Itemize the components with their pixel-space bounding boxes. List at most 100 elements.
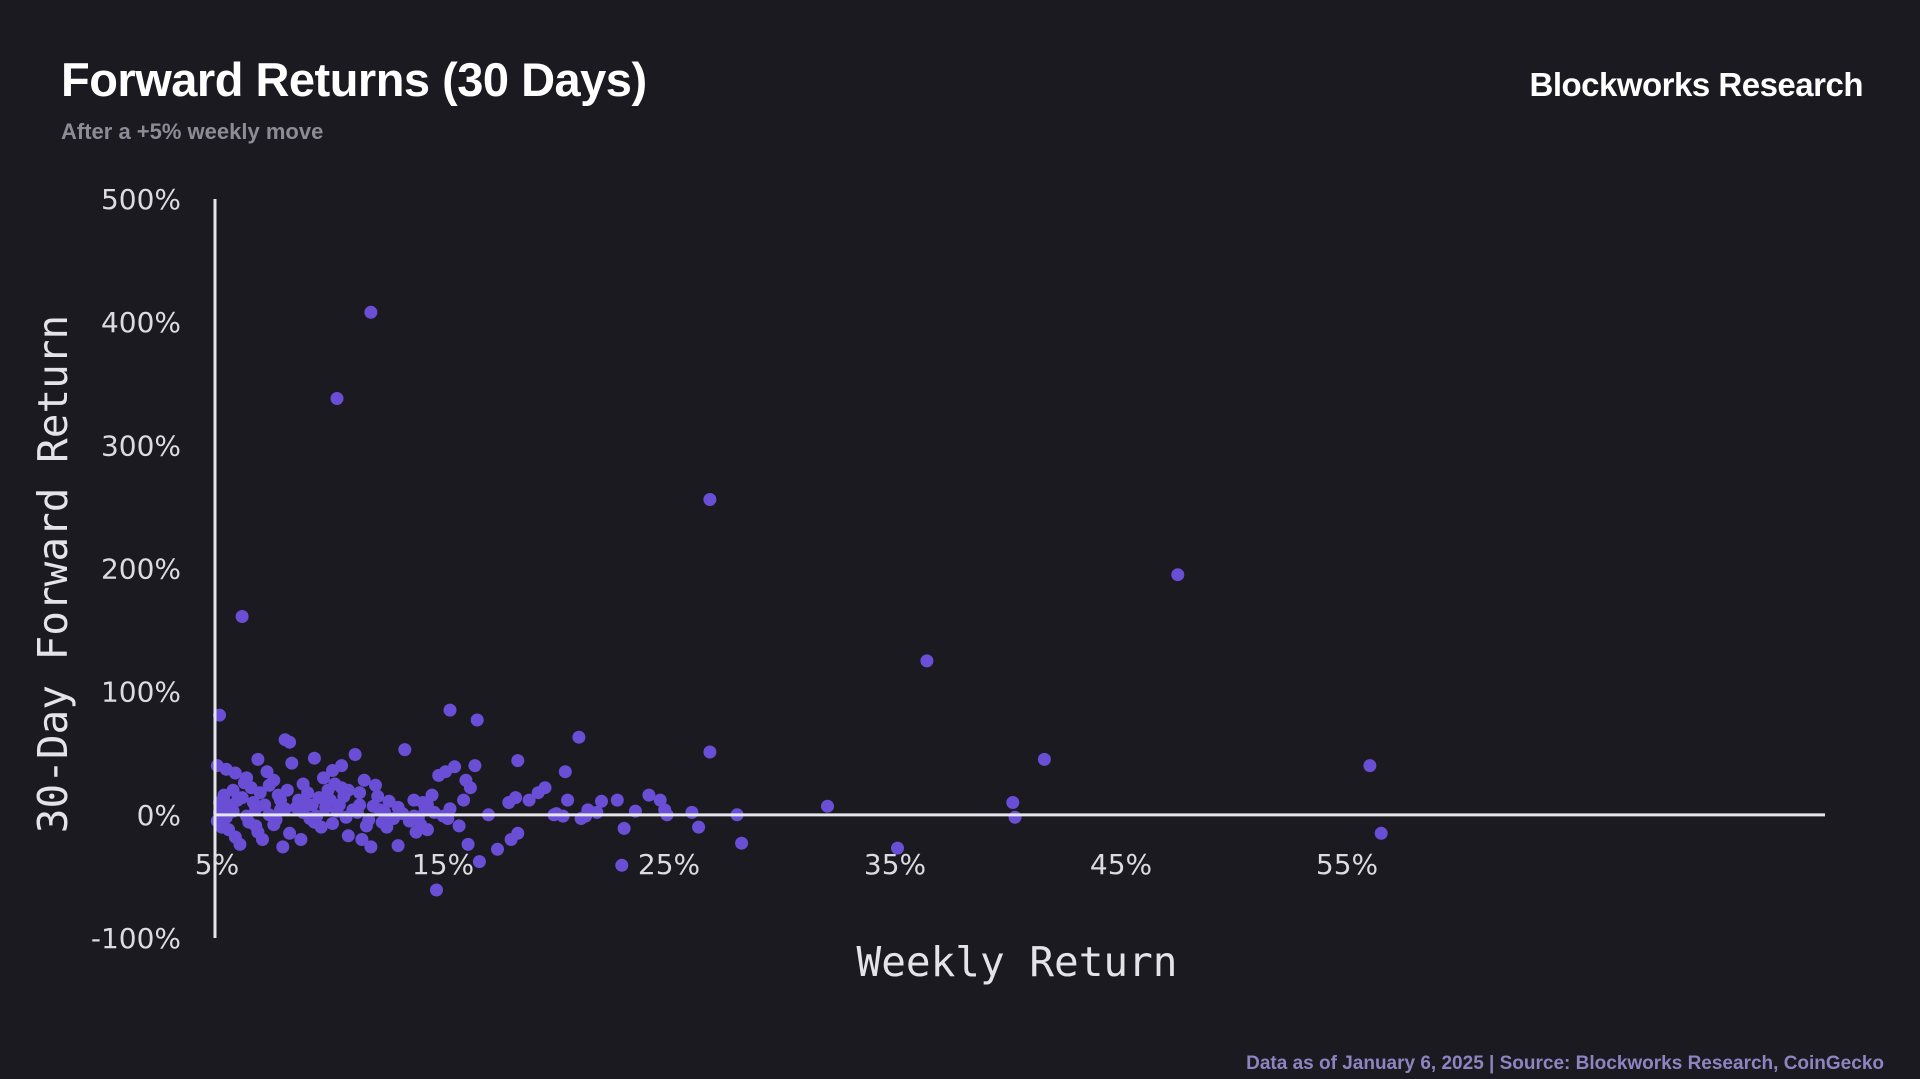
data-point [364,840,378,854]
data-point [920,654,934,668]
data-point [258,798,272,812]
x-tick-label: 35% [864,848,926,881]
data-point [262,778,276,792]
data-point [326,817,339,830]
data-point [418,803,432,817]
data-point [364,305,378,319]
data-point [463,781,477,795]
data-point [653,793,667,807]
data-point [274,793,287,807]
data-point [335,781,349,795]
data-point [357,773,371,787]
data-point [1363,759,1377,773]
data-point [246,796,260,809]
data-point [233,837,247,851]
data-point [1008,810,1022,824]
data-point [319,800,333,814]
y-tick-label: 500% [101,183,181,216]
data-point [269,813,283,827]
data-point [610,793,624,807]
data-point [443,703,457,717]
x-tick-label: 5% [195,848,239,881]
data-point [298,797,312,811]
data-point [1006,796,1020,809]
chart-title: Forward Returns (30 Days) [61,53,647,106]
data-point [283,735,297,749]
data-point [330,392,344,405]
data-point [590,805,604,819]
data-point [335,759,349,773]
data-point [452,819,466,833]
x-axis-label: Weekly Return [857,938,1178,986]
data-point [443,802,457,816]
data-point [256,833,269,846]
x-tick-label: 15% [412,848,474,881]
x-tick-label: 25% [638,848,700,881]
data-point [468,759,482,773]
y-axis-label: 30-Day Forward Return [29,315,77,833]
data-point [692,820,706,834]
y-tick-label: 200% [101,553,181,586]
data-point [448,760,462,774]
brand-logo-text: Blockworks Research [1529,66,1863,103]
data-point [235,791,249,805]
data-point [341,829,355,843]
data-point [283,826,297,840]
data-points [210,305,1388,897]
data-point [685,805,699,819]
data-point [538,781,552,795]
data-point [703,493,717,506]
data-point [658,803,672,817]
data-point [369,778,382,792]
data-point [249,819,263,833]
data-point [470,713,484,727]
data-point [235,610,249,623]
data-point [491,842,504,856]
data-point [398,743,412,757]
data-point [472,855,486,869]
y-tick-label: -100% [91,922,181,955]
x-tick-label: 45% [1090,848,1152,881]
data-point [353,786,367,800]
tick-labels: 500% 400% 300% 200% 100% 0% -100% 5% 15% 25% 35% 45… [91,183,1378,955]
data-point [703,745,717,759]
data-point [430,883,443,897]
data-point [332,798,346,812]
data-point [317,771,330,785]
data-point [511,754,525,768]
data-point [558,765,572,779]
data-point [461,837,475,851]
data-point [821,799,834,813]
data-point [307,751,321,765]
data-point [276,840,290,854]
data-point [457,793,471,807]
data-point [1171,568,1185,582]
data-point [425,788,439,802]
y-tick-label: 400% [101,306,181,339]
y-tick-label: 300% [101,429,181,462]
data-point [595,794,608,808]
data-point [891,841,904,855]
data-point [348,748,362,761]
data-point [522,793,536,807]
data-point [617,821,631,835]
data-point [359,819,373,833]
data-point [355,833,369,846]
data-point [391,839,405,853]
x-tick-label: 55% [1316,848,1378,881]
y-tick-label: 100% [101,676,181,709]
data-point [407,793,421,807]
data-point [735,836,749,850]
data-point [380,820,394,834]
axes [213,199,1825,938]
data-point [1374,826,1388,840]
data-point [561,793,575,807]
data-point [371,789,385,803]
data-point [642,788,656,802]
data-point [382,794,396,808]
data-point [294,833,308,846]
data-point [285,756,299,770]
data-point [572,730,586,744]
data-point [301,786,315,800]
source-note: Data as of January 6, 2025 | Source: Blo… [1246,1053,1884,1074]
